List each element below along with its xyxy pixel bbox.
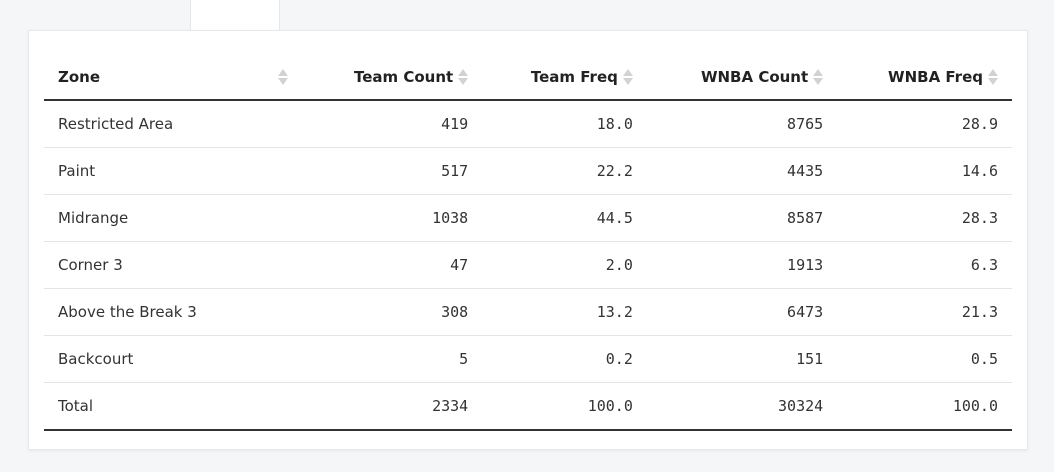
cell-team-count: 2334	[302, 382, 483, 431]
cell-wnba-freq: 28.9	[837, 100, 1012, 148]
cell-zone: Backcourt	[44, 335, 302, 383]
table-row: Backcourt 5 0.2 151 0.5	[44, 335, 1012, 383]
table-panel: Zone Team Count Team Freq	[28, 30, 1028, 450]
column-header-wnba-count[interactable]: WNBA Count	[646, 55, 838, 101]
table-row: Paint 517 22.2 4435 14.6	[44, 147, 1012, 195]
cell-team-freq: 22.2	[482, 147, 647, 195]
cell-wnba-count: 1913	[646, 241, 838, 289]
cell-wnba-freq: 100.0	[837, 382, 1012, 431]
sort-icon[interactable]	[458, 69, 469, 85]
column-header-label: WNBA Freq	[888, 68, 983, 86]
sort-icon[interactable]	[278, 69, 288, 85]
cell-zone: Above the Break 3	[44, 288, 302, 336]
cell-team-freq: 100.0	[482, 382, 647, 431]
cell-team-freq: 13.2	[482, 288, 647, 336]
cell-wnba-freq: 6.3	[837, 241, 1012, 289]
table-row: Midrange 1038 44.5 8587 28.3	[44, 194, 1012, 242]
sort-icon[interactable]	[813, 69, 824, 85]
table-row: Restricted Area 419 18.0 8765 28.9	[44, 100, 1012, 148]
cell-team-count: 47	[302, 241, 483, 289]
cell-zone: Total	[44, 382, 302, 431]
cell-team-count: 517	[302, 147, 483, 195]
column-header-zone[interactable]: Zone	[44, 55, 302, 101]
cell-team-freq: 0.2	[482, 335, 647, 383]
cell-zone: Corner 3	[44, 241, 302, 289]
cell-team-count: 1038	[302, 194, 483, 242]
active-tab-stub[interactable]	[190, 0, 280, 30]
column-header-team-freq[interactable]: Team Freq	[482, 55, 647, 101]
column-header-label: Team Count	[353, 68, 454, 86]
column-header-label: Zone	[58, 68, 101, 86]
cell-team-freq: 2.0	[482, 241, 647, 289]
sort-icon[interactable]	[622, 69, 633, 85]
cell-wnba-count: 8765	[646, 100, 838, 148]
sort-icon[interactable]	[988, 69, 998, 85]
cell-wnba-freq: 28.3	[837, 194, 1012, 242]
header-row: Zone Team Count Team Freq	[44, 55, 1012, 101]
cell-wnba-count: 8587	[646, 194, 838, 242]
cell-wnba-freq: 21.3	[837, 288, 1012, 336]
column-header-label: Team Freq	[530, 68, 618, 86]
cell-team-count: 308	[302, 288, 483, 336]
table-row: Above the Break 3 308 13.2 6473 21.3	[44, 288, 1012, 336]
cell-team-count: 419	[302, 100, 483, 148]
cell-wnba-freq: 0.5	[837, 335, 1012, 383]
cell-team-freq: 18.0	[482, 100, 647, 148]
cell-team-count: 5	[302, 335, 483, 383]
table-row: Corner 3 47 2.0 1913 6.3	[44, 241, 1012, 289]
column-header-team-count[interactable]: Team Count	[302, 55, 483, 101]
table-row-total: Total 2334 100.0 30324 100.0	[44, 382, 1012, 431]
cell-wnba-count: 6473	[646, 288, 838, 336]
cell-wnba-count: 151	[646, 335, 838, 383]
shot-zone-table: Zone Team Count Team Freq	[44, 55, 1012, 431]
column-header-label: WNBA Count	[700, 68, 809, 86]
cell-wnba-count: 4435	[646, 147, 838, 195]
cell-zone: Restricted Area	[44, 100, 302, 148]
cell-zone: Midrange	[44, 194, 302, 242]
column-header-wnba-freq[interactable]: WNBA Freq	[837, 55, 1012, 101]
cell-wnba-count: 30324	[646, 382, 838, 431]
cell-team-freq: 44.5	[482, 194, 647, 242]
cell-zone: Paint	[44, 147, 302, 195]
cell-wnba-freq: 14.6	[837, 147, 1012, 195]
